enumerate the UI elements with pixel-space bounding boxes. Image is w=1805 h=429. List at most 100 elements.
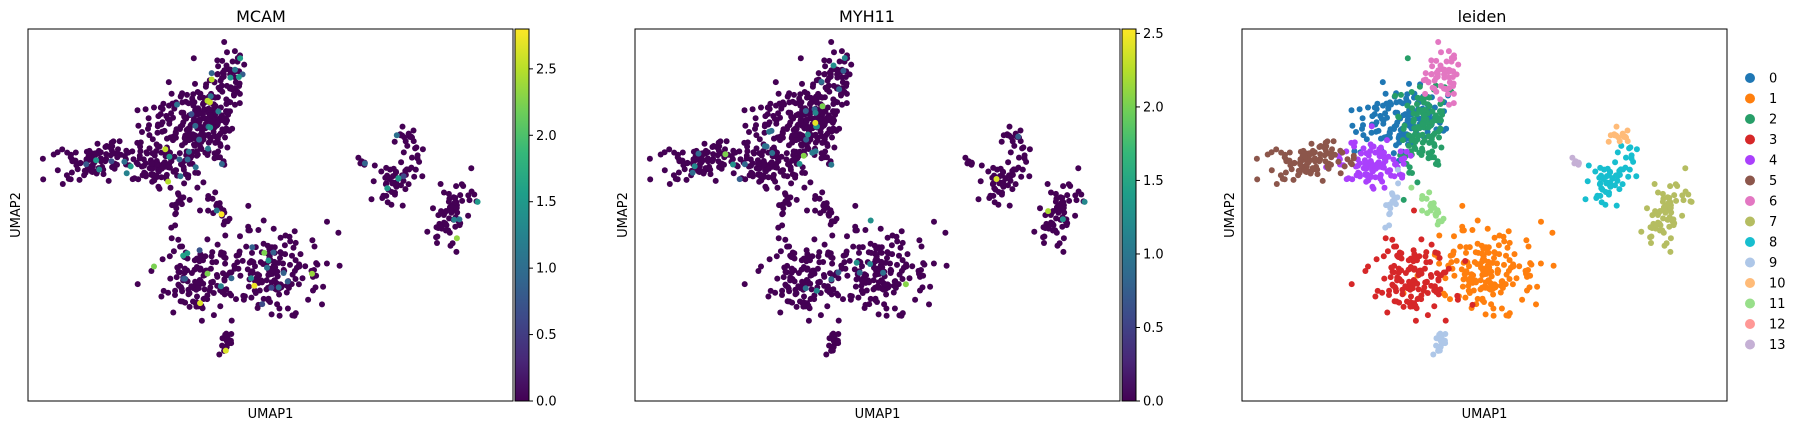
scatter-point (148, 160, 155, 167)
scatter-point (208, 70, 215, 77)
scatter-point (1420, 77, 1427, 84)
scatter-point (809, 267, 816, 274)
scatter-point (1050, 208, 1057, 214)
scatter-point (1685, 191, 1692, 198)
scatter-point (821, 200, 828, 207)
scatter-point (1450, 100, 1457, 107)
scatter-point (894, 238, 901, 245)
scatter-point (465, 212, 472, 219)
scatter-point (108, 147, 115, 154)
scatter-point (1380, 253, 1387, 260)
scatter-point (1670, 216, 1677, 223)
scatter-point (761, 143, 768, 150)
x-axis-label: UMAP1 (1462, 407, 1508, 422)
scatter-point (1386, 292, 1392, 298)
scatter-point (83, 156, 90, 163)
scatter-point (195, 285, 202, 291)
scatter-point (1421, 284, 1428, 291)
scatter-point (172, 211, 179, 218)
scatter-point (705, 158, 712, 165)
scatter-point (1624, 138, 1631, 145)
scatter-point (1469, 301, 1476, 308)
colorbar: 0.0 0.5 1.0 1.5 2.0 2.5 (514, 28, 557, 410)
scatter-point (271, 244, 278, 251)
scatter-point (399, 123, 406, 130)
scatter-point (172, 222, 179, 229)
scatter-point (223, 62, 230, 69)
scatter-point (231, 48, 238, 55)
scatter-point (295, 281, 302, 288)
scatter-point (809, 149, 816, 156)
scatter-point (1385, 202, 1392, 209)
scatter-point (192, 80, 198, 87)
scatter-point (1382, 235, 1389, 242)
scatter-point (1499, 284, 1506, 291)
scatter-point (235, 252, 242, 258)
scatter-point (773, 253, 780, 260)
scatter-point (1614, 177, 1621, 184)
scatter-point (1317, 156, 1324, 162)
scatter-point (180, 166, 187, 173)
scatter-point (782, 236, 789, 243)
scatter-point (1606, 182, 1613, 189)
scatter-point (918, 243, 925, 250)
scatter-point (1550, 262, 1557, 269)
scatter-point (205, 207, 212, 214)
scatter-point (384, 185, 391, 192)
scatter-point (261, 249, 268, 256)
scatter-point (194, 89, 201, 95)
scatter-point (1633, 146, 1640, 153)
scatter-point (1402, 283, 1409, 290)
scatter-point (1600, 176, 1607, 182)
scatter-point (666, 146, 673, 153)
scatter-point (466, 197, 473, 204)
scatter-point (1414, 179, 1421, 186)
scatter-point (715, 139, 722, 146)
scatter-point (185, 148, 192, 155)
scatter-point (197, 300, 204, 307)
scatter-point (224, 49, 230, 56)
scatter-point (1506, 257, 1513, 264)
scatter-point (1040, 224, 1047, 231)
scatter-point (398, 182, 404, 189)
scatter-point (207, 265, 214, 272)
scatter-point (1365, 176, 1372, 183)
scatter-point (1381, 275, 1388, 282)
scatter-point (877, 225, 884, 232)
scatter-point (1459, 283, 1466, 290)
scatter-point (870, 277, 877, 284)
scatter-point (793, 303, 800, 310)
scatter-point (1659, 198, 1666, 205)
scatter-point (1059, 216, 1066, 223)
scatter-point (1644, 205, 1650, 212)
scatter-point (192, 164, 199, 171)
scatter-point (777, 137, 783, 144)
scatter-point (756, 136, 763, 143)
scatter-point (159, 128, 166, 135)
scatter-point (1435, 67, 1442, 74)
scatter-point (277, 255, 283, 261)
scatter-point (188, 111, 195, 118)
scatter-point (1400, 303, 1407, 310)
scatter-point (1447, 296, 1453, 303)
scatter-point (1372, 104, 1379, 111)
scatter-point (1300, 147, 1307, 154)
scatter-point (856, 269, 863, 276)
scatter-point (1667, 183, 1674, 190)
scatter-point (135, 122, 142, 129)
scatter-point (186, 303, 193, 310)
scatter-point (271, 258, 278, 265)
scatter-point (839, 101, 845, 108)
scatter-point (830, 82, 837, 89)
scatter-point (1501, 238, 1508, 245)
scatter-point (819, 94, 826, 101)
scatter-point (1376, 146, 1383, 153)
scatter-point (736, 176, 743, 183)
scatter-point (1007, 149, 1014, 156)
scatter-point (434, 240, 440, 246)
scatter-point (821, 57, 828, 64)
scatter-point (1386, 211, 1393, 218)
scatter-point (1442, 331, 1449, 337)
scatter-point (1661, 207, 1668, 214)
scatter-point (1337, 147, 1344, 154)
